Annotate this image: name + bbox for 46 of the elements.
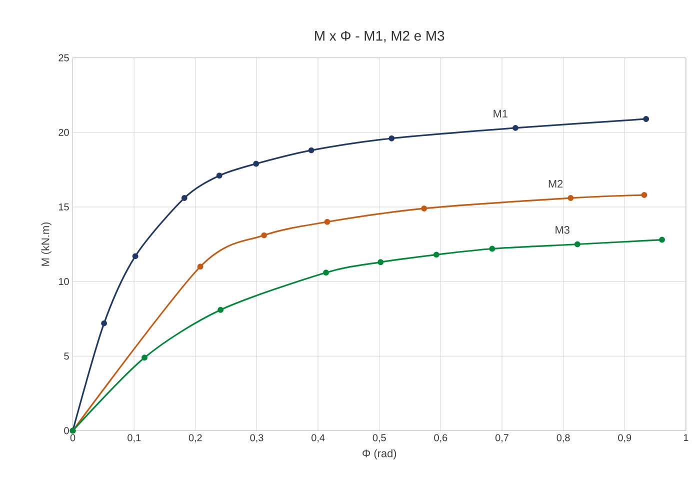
point (512, 125, 518, 132)
point (433, 252, 440, 258)
point (253, 160, 260, 167)
x-tick-label: 0,1 (128, 434, 141, 443)
y-tick-label: 0 (64, 427, 69, 434)
point (218, 307, 224, 314)
x-axis-title: Φ (rad) (362, 449, 396, 460)
point (641, 192, 648, 198)
point (323, 270, 329, 276)
y-tick-label: 20 (58, 129, 69, 136)
point (489, 246, 496, 252)
y-tick-label: 25 (58, 54, 69, 62)
point (216, 172, 222, 179)
series-label: M2 (548, 180, 563, 188)
x-tick-label: 0,9 (618, 434, 632, 443)
chart-title: M x Φ - M1, M2 e M3 (315, 31, 444, 43)
point (643, 116, 650, 122)
point (659, 237, 665, 243)
x-tick-label: 0,5 (372, 434, 386, 443)
x-tick-label: 0,8 (556, 434, 570, 443)
point (324, 219, 330, 226)
x-tick-label: 1 (684, 434, 688, 442)
y-axis-title: M (kN.m) (41, 222, 52, 266)
x-tick-label: 0,3 (250, 434, 264, 443)
point (132, 253, 138, 260)
series-label: M1 (494, 110, 508, 118)
x-tick-label: 0,2 (188, 434, 202, 443)
point (261, 232, 268, 239)
point (101, 320, 108, 327)
y-tick-label: 5 (64, 352, 69, 360)
point (308, 148, 314, 154)
point (388, 136, 395, 142)
point (568, 195, 574, 202)
series-label: M3 (556, 226, 570, 234)
point (378, 259, 384, 266)
point (142, 354, 148, 361)
point (181, 195, 188, 202)
x-tick-label: 0,6 (434, 434, 448, 443)
x-tick-label: 0 (70, 434, 76, 442)
point (197, 264, 204, 270)
x-tick-label: 0,4 (312, 434, 325, 443)
x-tick-label: 0,7 (495, 434, 508, 443)
point (574, 242, 580, 248)
y-tick-label: 15 (58, 204, 69, 211)
y-tick-label: 10 (58, 278, 69, 286)
point (421, 206, 428, 212)
